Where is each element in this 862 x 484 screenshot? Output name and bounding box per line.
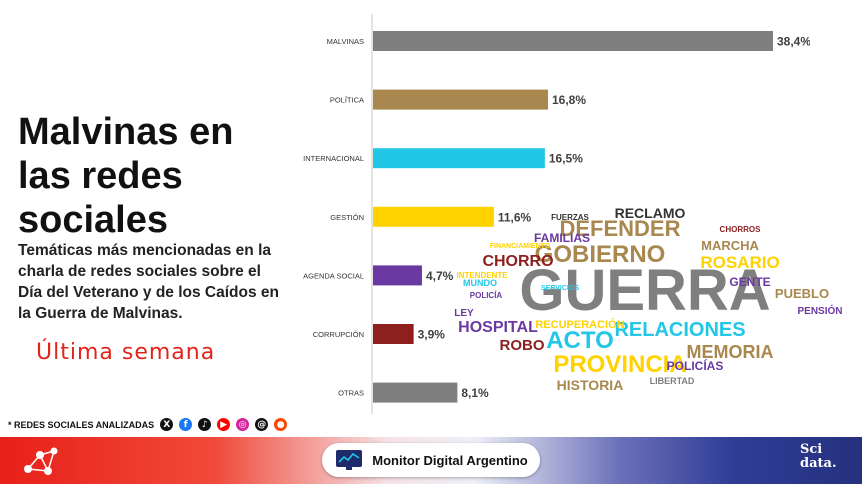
threads-icon: @ — [255, 418, 269, 431]
category-label: INTERNACIONAL — [303, 154, 364, 163]
reddit-icon: ● — [274, 418, 288, 431]
cloud-word: CHORRO — [482, 253, 553, 270]
scidata-line2: data. — [800, 456, 837, 471]
cloud-word: POLICÍAS — [667, 358, 724, 373]
period-label: Última semana — [36, 340, 216, 365]
cloud-word: SERVICIOS — [541, 285, 579, 292]
bar — [373, 206, 494, 227]
cloud-word: GUERRA — [519, 258, 770, 323]
cloud-word: CHORROS — [720, 225, 762, 234]
monitor-icon — [336, 450, 363, 470]
facebook-icon: f — [179, 418, 193, 431]
bar — [373, 148, 545, 169]
cloud-word: LIBERTAD — [650, 376, 695, 386]
cloud-word: PUEBLO — [775, 286, 829, 301]
value-label: 4,7% — [426, 269, 454, 283]
instagram-icon: ◎ — [236, 418, 250, 431]
cloud-word: MEMORIA — [687, 342, 774, 362]
bar — [373, 265, 422, 286]
category-label: GESTIÓN — [330, 213, 364, 222]
cloud-word: ACTO — [546, 327, 614, 354]
scidata-logo: Sci data. — [800, 443, 836, 471]
page-subtitle: Temáticas más mencionadas en la charla d… — [18, 242, 280, 322]
cloud-word: ROBO — [500, 337, 545, 354]
value-label: 8,1% — [461, 386, 489, 400]
tiktok-icon: ♪ — [198, 418, 212, 431]
cloud-word: FUERZAS — [551, 213, 589, 222]
value-label: 11,6% — [498, 210, 532, 224]
cloud-word: GENTE — [729, 275, 770, 289]
cloud-word: FAMILIAS — [534, 231, 590, 245]
cloud-word: GOBIERNO — [535, 241, 666, 268]
value-label: 38,4% — [777, 35, 810, 49]
x-icon: X — [160, 418, 174, 431]
bar-chart: MALVINAS 38,4% POLÍTICA 16,8% INTERNACIONAL 1… — [303, 14, 810, 414]
cloud-word: DEFENDER — [559, 216, 680, 241]
value-label: 3,9% — [418, 328, 446, 342]
youtube-icon: ▶ — [217, 418, 231, 431]
cloud-word: PROVINCIA — [553, 351, 686, 378]
bar — [373, 31, 773, 51]
bar — [373, 89, 548, 110]
networks-analyzed: * REDES SOCIALES ANALIZADAS X f ♪ ▶ ◎ @ … — [8, 418, 288, 431]
scidata-line1: Sci — [800, 442, 823, 457]
page-title: Malvinas en las redes sociales — [18, 111, 234, 241]
category-label: POLÍTICA — [330, 96, 364, 105]
value-label: 16,5% — [549, 152, 583, 166]
cloud-word: POLICÍA — [470, 291, 503, 300]
bar — [373, 324, 414, 344]
cloud-word: HOSPITAL — [458, 319, 538, 336]
cloud-word: RECUPERACIÓN — [535, 318, 624, 331]
category-label: MALVINAS — [327, 37, 364, 46]
cloud-word: HISTORIA — [557, 377, 624, 393]
value-label: 16,8% — [552, 93, 586, 107]
cloud-word: RECLAMO — [615, 205, 686, 221]
cloud-word: MUNDO — [463, 278, 497, 288]
cloud-word: FINANCIAMIENTO — [490, 243, 551, 250]
category-label: CORRUPCIÓN — [313, 330, 364, 339]
network-graph-icon — [24, 447, 58, 475]
cloud-word: MARCHA — [701, 238, 759, 253]
cloud-word: RELACIONES — [614, 319, 745, 341]
cloud-word: INTENDENTE — [456, 271, 508, 280]
category-label: AGENDA SOCIAL — [303, 271, 364, 280]
footer-band: Monitor Digital Argentino Sci data. — [0, 437, 862, 484]
cloud-word: ROSARIO — [700, 253, 779, 272]
brand-name: Monitor Digital Argentino — [372, 452, 528, 468]
networks-label: * REDES SOCIALES ANALIZADAS — [8, 419, 155, 430]
category-label: OTRAS — [338, 389, 364, 398]
cloud-word: LEY — [454, 308, 474, 319]
cloud-word: PENSIÓN — [797, 304, 842, 317]
bar — [373, 382, 458, 403]
brand-badge: Monitor Digital Argentino — [322, 443, 540, 477]
